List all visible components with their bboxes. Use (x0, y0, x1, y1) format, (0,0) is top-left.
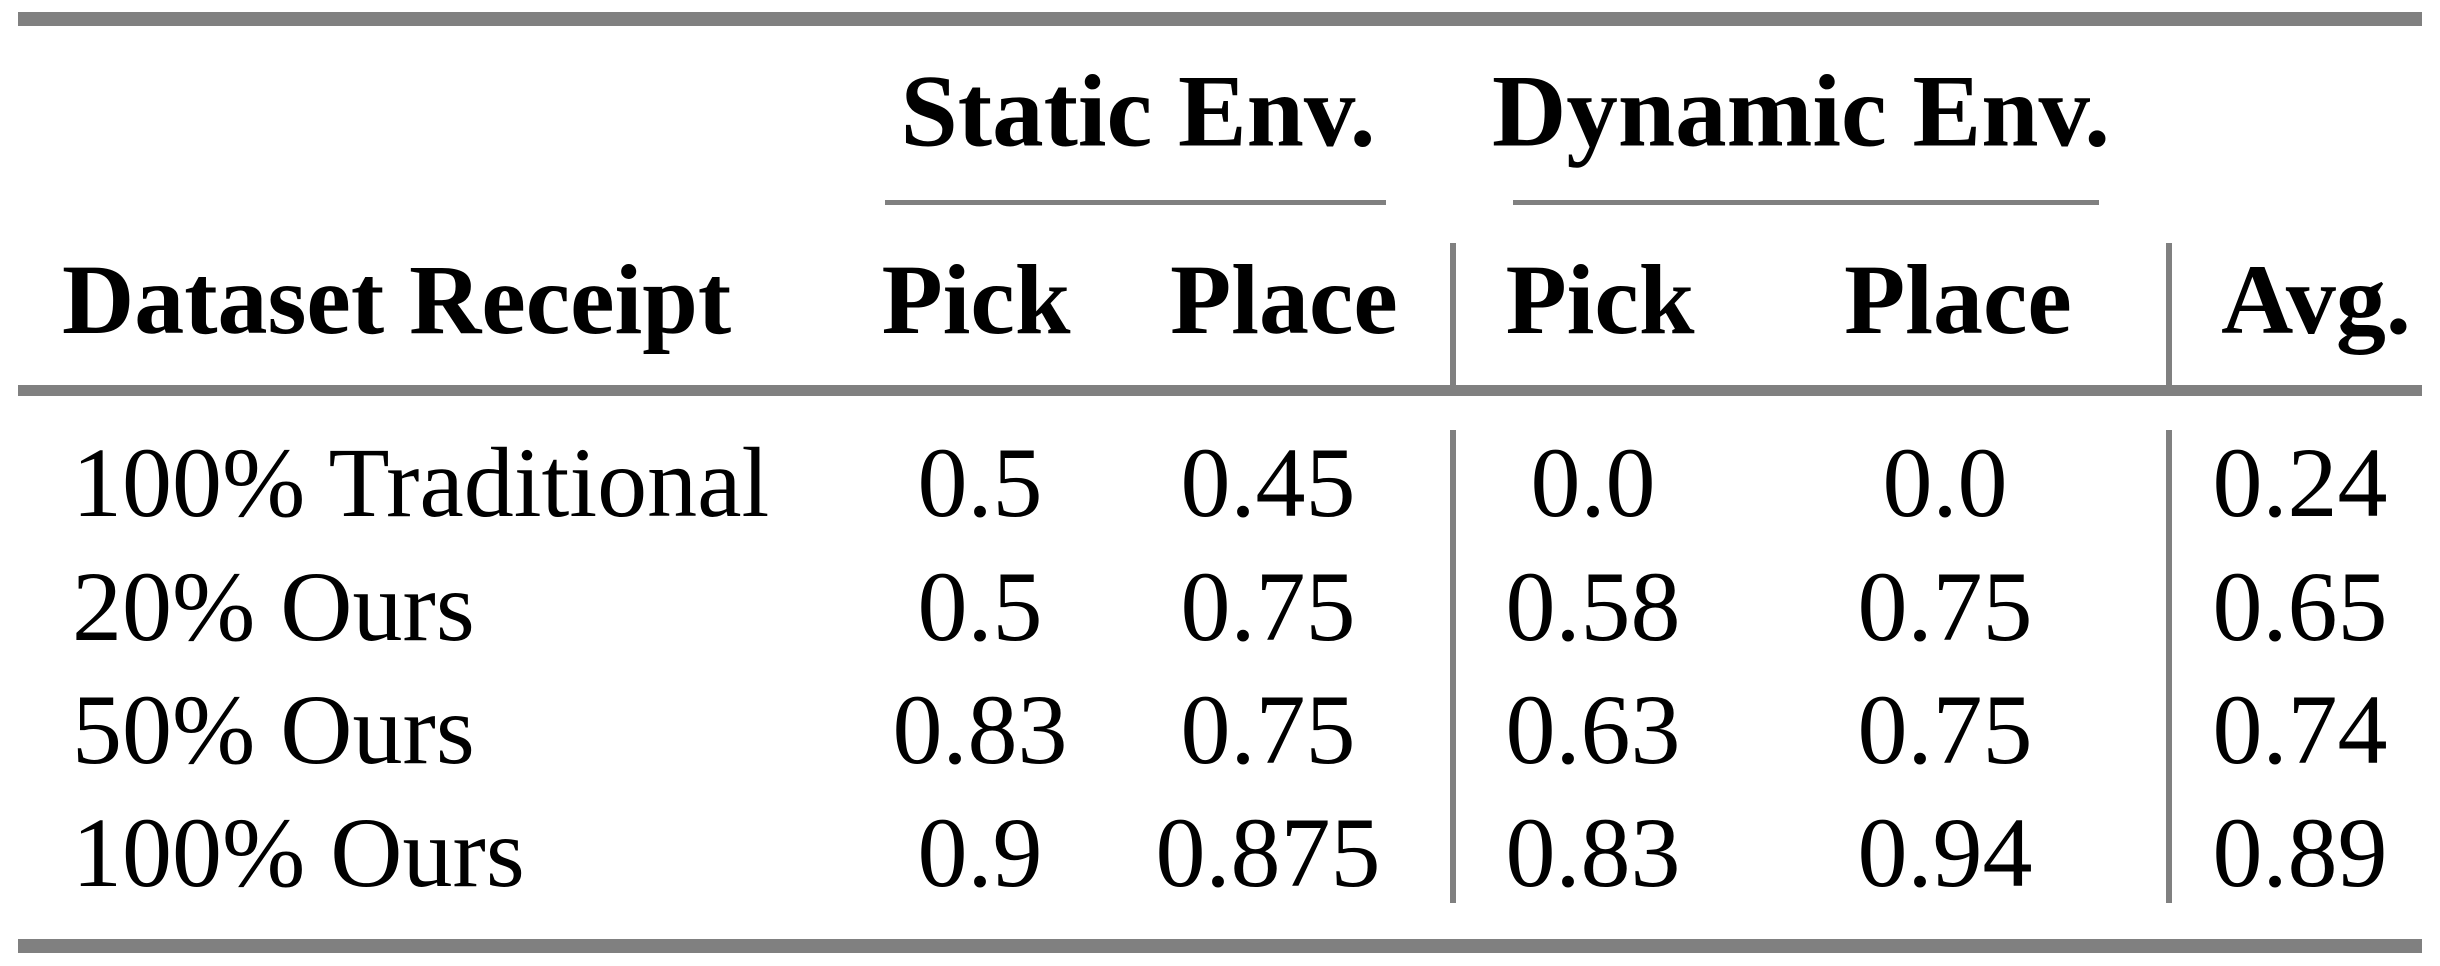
row-label: 100% Traditional (72, 427, 770, 538)
cell-static-pick: 0.5 (917, 427, 1043, 538)
cell-avg: 0.24 (2212, 427, 2388, 538)
cell-static-pick: 0.5 (917, 551, 1043, 662)
vertical-separator-dynamic-avg-header (2166, 243, 2172, 385)
cell-static-pick: 0.83 (892, 674, 1068, 785)
header-mid-rule (18, 385, 2422, 396)
cell-avg: 0.89 (2212, 797, 2388, 908)
column-header-avg: Avg. (2221, 244, 2411, 355)
cell-static-place: 0.45 (1180, 427, 1356, 538)
group-header-static-env: Static Env. (900, 54, 1376, 169)
cell-avg: 0.74 (2212, 674, 2388, 785)
column-header-dynamic-pick: Pick (1505, 244, 1695, 355)
vertical-separator-dynamic-avg-body (2166, 430, 2172, 903)
row-label: 50% Ours (72, 674, 475, 785)
cell-avg: 0.65 (2212, 551, 2388, 662)
cell-dynamic-pick: 0.63 (1505, 674, 1681, 785)
cell-static-place: 0.75 (1180, 551, 1356, 662)
row-label: 20% Ours (72, 551, 475, 662)
bottom-rule (18, 939, 2422, 953)
column-header-dataset-receipt: Dataset Receipt (62, 244, 732, 355)
vertical-separator-static-dynamic-body (1450, 430, 1456, 903)
static-group-underline (885, 200, 1386, 205)
row-label: 100% Ours (72, 797, 525, 908)
cell-static-place: 0.75 (1180, 674, 1356, 785)
cell-dynamic-place: 0.75 (1857, 551, 2033, 662)
cell-dynamic-pick: 0.58 (1505, 551, 1681, 662)
cell-dynamic-place: 0.94 (1857, 797, 2033, 908)
column-header-static-pick: Pick (881, 244, 1071, 355)
top-rule (18, 12, 2422, 26)
column-header-static-place: Place (1170, 244, 1398, 355)
cell-static-place: 0.875 (1155, 797, 1381, 908)
cell-static-pick: 0.9 (917, 797, 1043, 908)
dynamic-group-underline (1513, 200, 2099, 205)
vertical-separator-static-dynamic-header (1450, 243, 1456, 385)
cell-dynamic-pick: 0.83 (1505, 797, 1681, 908)
cell-dynamic-place: 0.75 (1857, 674, 2033, 785)
group-header-dynamic-env: Dynamic Env. (1491, 54, 2111, 169)
cell-dynamic-place: 0.0 (1882, 427, 2008, 538)
cell-dynamic-pick: 0.0 (1530, 427, 1656, 538)
column-header-dynamic-place: Place (1844, 244, 2072, 355)
